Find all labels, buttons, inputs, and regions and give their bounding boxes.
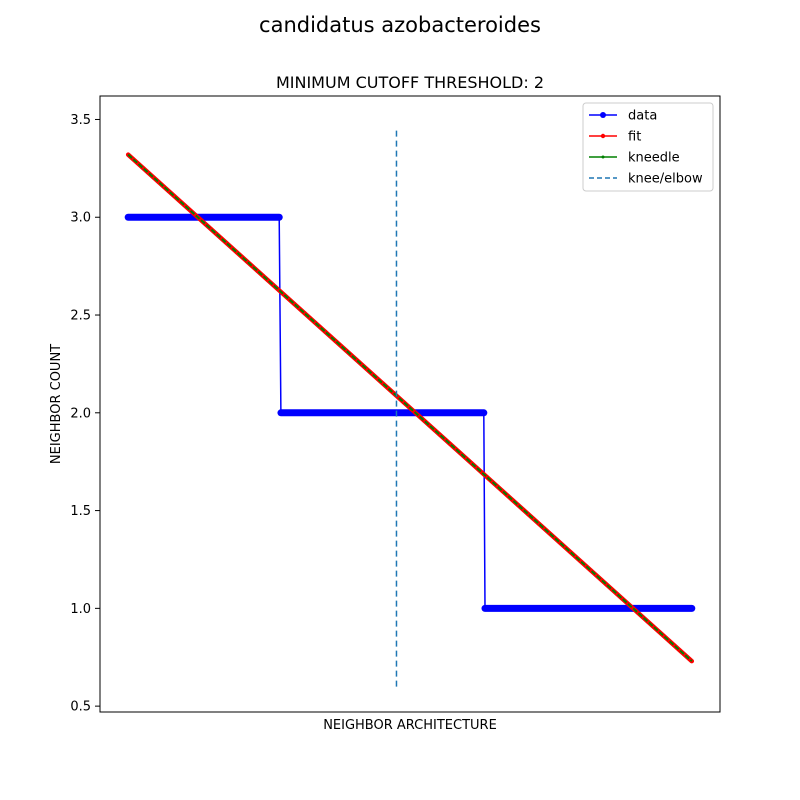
kneedle-series-line — [127, 153, 693, 662]
legend-marker-data — [600, 112, 606, 118]
y-tick-label: 2.0 — [70, 406, 91, 421]
plot-area: 0.5 1.0 1.5 2.0 2.5 3.0 3.5 — [70, 95, 721, 715]
y-tick-label: 3.0 — [70, 211, 91, 226]
y-tick-label: 0.5 — [70, 700, 91, 715]
legend-label: fit — [628, 130, 641, 145]
legend: data fit kneedle knee/elbow — [582, 102, 714, 192]
plot-frame — [99, 95, 721, 713]
legend-marker-fit — [600, 133, 606, 139]
figure-suptitle: candidatus azobacteroides — [259, 13, 541, 37]
x-axis-label: NEIGHBOR ARCHITECTURE — [323, 718, 497, 733]
legend-box — [582, 102, 714, 192]
legend-label: data — [628, 109, 657, 124]
y-axis-label: NEIGHBOR COUNT — [49, 344, 64, 464]
y-tick-label: 2.5 — [70, 309, 91, 324]
y-tick-label: 1.0 — [70, 602, 91, 617]
legend-label: knee/elbow — [628, 172, 703, 187]
legend-marker-kneedle — [601, 155, 605, 159]
y-tick-label: 1.5 — [70, 504, 91, 519]
legend-label: kneedle — [628, 151, 680, 166]
chart-title: MINIMUM CUTOFF THRESHOLD: 2 — [276, 73, 544, 92]
y-tick-label: 3.5 — [70, 113, 91, 128]
